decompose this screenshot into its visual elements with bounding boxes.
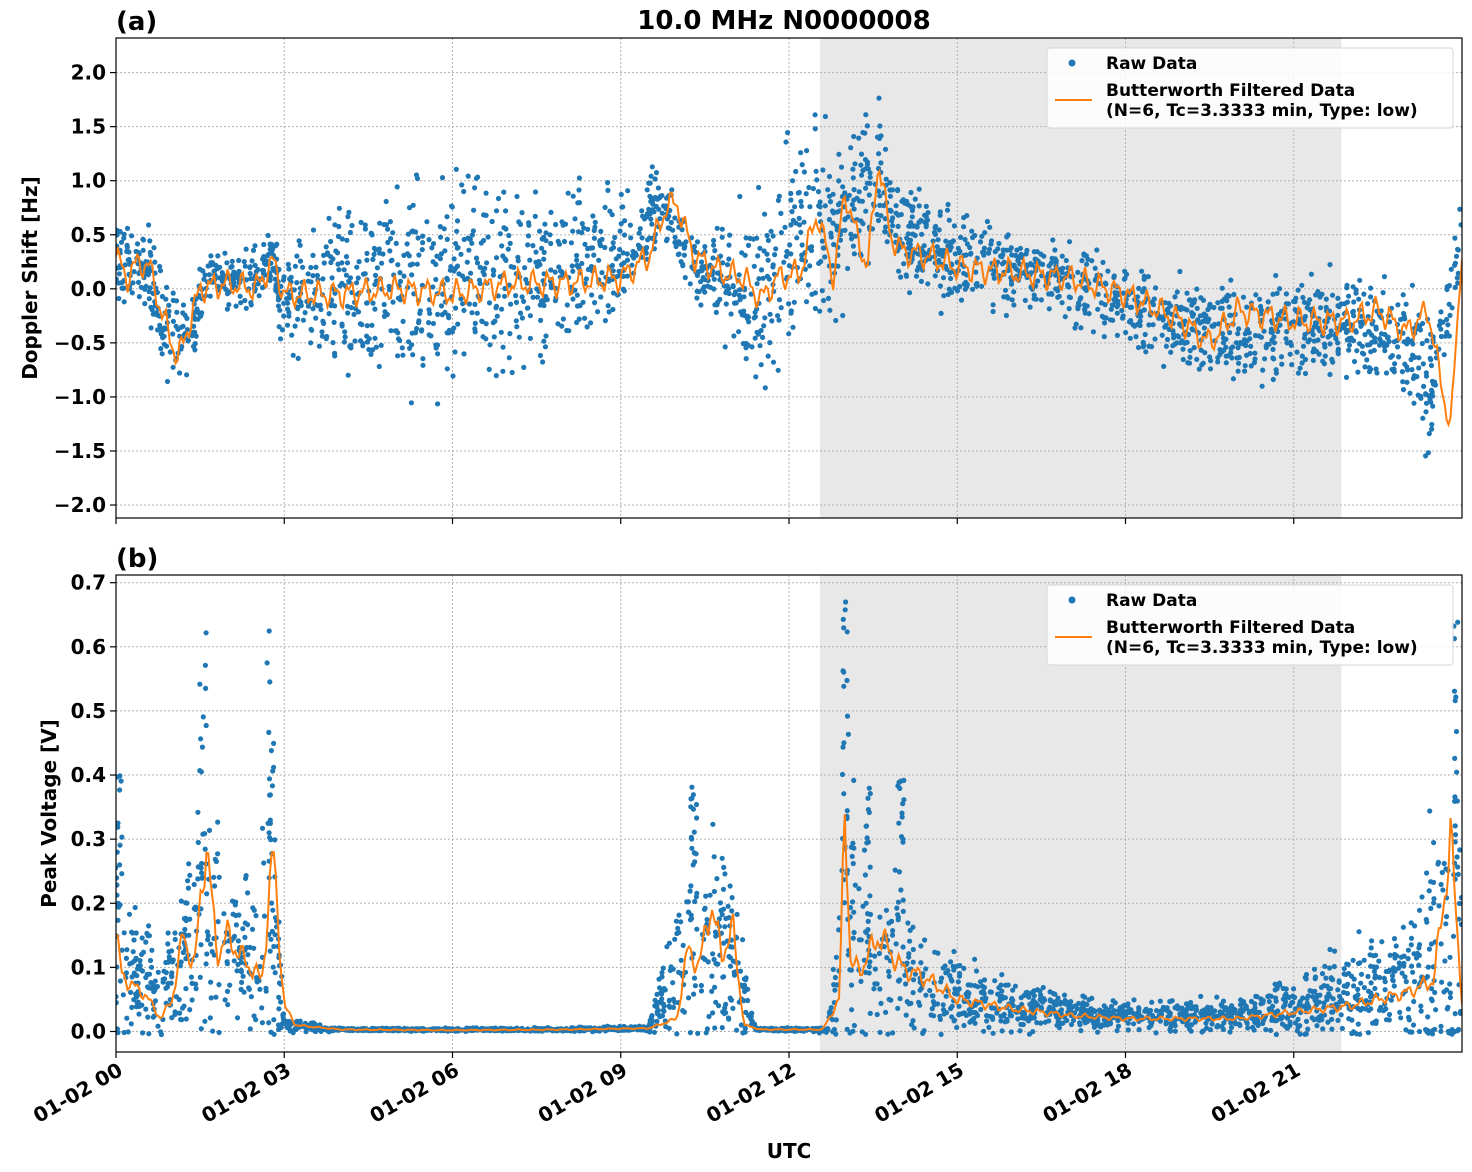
panel-b-peak-voltage: 0.0 0.1 0.2 0.3 0.4 0.5 0.6 0.7 01-02 00 01-02 03… [29,544,1463,1128]
y-tick-label: 0.5 [71,223,106,247]
panel-label: (b) [116,544,158,574]
x-axis-label: UTC [767,1139,812,1163]
x-tick-label: 01-02 18 [1038,1058,1136,1128]
y-tick-label: 0.6 [71,635,106,659]
x-tick-label: 01-02 03 [197,1058,295,1128]
y-axis-label: Doppler Shift [Hz] [18,176,42,380]
y-tick-label: 0.0 [71,1019,106,1043]
raw-data-points [116,599,1462,1038]
legend: Raw Data Butterworth Filtered Data(N=6, T… [1046,584,1454,666]
figure-title: 10.0 MHz N0000008 [637,6,930,36]
x-tick-label: 01-02 15 [870,1058,968,1128]
y-tick-label: 2.0 [71,61,106,85]
legend: Raw Data Butterworth Filtered Data(N=6, T… [1046,47,1454,129]
legend-box [1046,47,1454,129]
x-tick-label: 01-02 00 [29,1058,127,1128]
y-tick-label: 1.0 [71,169,106,193]
y-tick-label: 1.5 [71,115,106,139]
y-tick-label: −2.0 [54,493,106,517]
legend-raw-marker [1068,596,1076,604]
legend-raw-label: Raw Data [1106,54,1197,74]
legend-raw-label: Raw Data [1106,591,1197,611]
y-tick-label: 0.1 [71,955,106,979]
x-tick-label: 01-02 21 [1207,1058,1305,1128]
legend-box [1046,584,1454,666]
panel-a-doppler-shift: −2.0 −1.5 −1.0 −0.5 0.0 0.5 1.0 1.5 2.0 (a) Dopple… [18,7,1463,524]
legend-filtered-params: (N=6, Tc=3.3333 min, Type: low) [1106,638,1418,658]
y-tick-label: 0.3 [71,827,106,851]
legend-filtered-params: (N=6, Tc=3.3333 min, Type: low) [1106,101,1418,121]
y-tick-label: −1.5 [54,439,106,463]
panel-label: (a) [116,7,157,37]
filtered-data-line [116,168,1462,428]
x-tick-label: 01-02 12 [702,1058,800,1128]
y-axis-label: Peak Voltage [V] [37,719,61,908]
y-tick-label: 0.4 [71,763,106,787]
y-tick-label: 0.7 [71,571,106,595]
y-tick-label: −0.5 [54,331,106,355]
x-tick-label: 01-02 06 [365,1058,463,1128]
legend-raw-marker [1068,59,1076,67]
legend-filtered-label: Butterworth Filtered Data [1106,618,1355,638]
y-tick-label: −1.0 [54,385,106,409]
y-tick-label: 0.0 [71,277,106,301]
legend-filtered-label: Butterworth Filtered Data [1106,81,1355,101]
x-tick-label: 01-02 09 [534,1058,632,1128]
filtered-data-line [116,814,1462,1032]
raw-data-scatter [116,599,1462,1038]
y-tick-label: 0.2 [71,891,106,915]
y-tick-label: 0.5 [71,699,106,723]
